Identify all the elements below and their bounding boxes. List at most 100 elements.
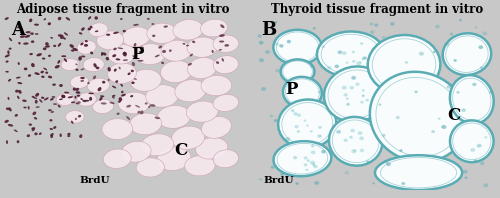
Circle shape	[292, 110, 294, 112]
Ellipse shape	[83, 58, 104, 72]
Ellipse shape	[102, 119, 132, 140]
Ellipse shape	[161, 62, 164, 64]
Circle shape	[346, 62, 348, 63]
Ellipse shape	[35, 93, 39, 97]
Ellipse shape	[6, 71, 9, 73]
Ellipse shape	[8, 97, 10, 100]
Circle shape	[307, 160, 310, 161]
Ellipse shape	[128, 72, 130, 75]
Ellipse shape	[41, 97, 44, 99]
Ellipse shape	[4, 120, 9, 123]
Ellipse shape	[70, 76, 89, 89]
Ellipse shape	[155, 55, 160, 57]
Ellipse shape	[135, 105, 140, 108]
Circle shape	[360, 149, 364, 152]
Ellipse shape	[68, 133, 70, 135]
Ellipse shape	[45, 45, 50, 48]
Circle shape	[294, 157, 296, 159]
Ellipse shape	[192, 41, 196, 43]
Circle shape	[344, 94, 347, 96]
Text: BrdU: BrdU	[264, 176, 294, 185]
Circle shape	[266, 51, 270, 53]
Ellipse shape	[368, 35, 440, 94]
Circle shape	[362, 95, 364, 96]
Ellipse shape	[213, 94, 238, 111]
Circle shape	[480, 67, 482, 68]
Ellipse shape	[135, 44, 166, 65]
Ellipse shape	[34, 24, 39, 26]
Ellipse shape	[118, 92, 150, 114]
Ellipse shape	[32, 111, 36, 115]
Ellipse shape	[14, 114, 18, 117]
Ellipse shape	[84, 44, 88, 47]
Ellipse shape	[58, 60, 60, 64]
Ellipse shape	[283, 77, 322, 108]
Ellipse shape	[172, 126, 204, 149]
Ellipse shape	[187, 37, 218, 57]
Circle shape	[314, 166, 317, 168]
Circle shape	[318, 91, 322, 93]
Ellipse shape	[88, 16, 91, 20]
Ellipse shape	[64, 92, 69, 93]
Ellipse shape	[274, 141, 332, 176]
Circle shape	[304, 164, 307, 166]
Ellipse shape	[71, 50, 74, 52]
Ellipse shape	[32, 97, 37, 99]
Ellipse shape	[81, 27, 85, 31]
Ellipse shape	[201, 75, 232, 96]
Ellipse shape	[116, 112, 119, 115]
Text: B: B	[262, 21, 276, 39]
Ellipse shape	[92, 99, 114, 113]
Ellipse shape	[147, 23, 178, 43]
Ellipse shape	[44, 18, 46, 20]
Circle shape	[313, 165, 315, 166]
Ellipse shape	[138, 111, 140, 114]
Text: P: P	[132, 46, 144, 63]
Ellipse shape	[154, 117, 160, 119]
Circle shape	[304, 120, 306, 121]
Ellipse shape	[35, 100, 37, 104]
Circle shape	[337, 130, 340, 133]
Ellipse shape	[93, 76, 96, 79]
Ellipse shape	[101, 52, 103, 56]
Ellipse shape	[6, 108, 10, 110]
Ellipse shape	[17, 96, 20, 99]
Ellipse shape	[76, 69, 78, 71]
Circle shape	[306, 169, 308, 170]
Ellipse shape	[186, 101, 218, 122]
Ellipse shape	[31, 40, 34, 43]
Circle shape	[354, 150, 356, 151]
Circle shape	[350, 136, 352, 138]
Circle shape	[490, 91, 492, 93]
Ellipse shape	[110, 102, 114, 104]
Ellipse shape	[126, 116, 130, 120]
Circle shape	[478, 144, 481, 147]
Ellipse shape	[112, 96, 115, 99]
Circle shape	[356, 83, 359, 85]
Ellipse shape	[8, 124, 14, 127]
Ellipse shape	[35, 33, 38, 35]
Ellipse shape	[76, 103, 78, 104]
Circle shape	[345, 171, 348, 174]
Circle shape	[312, 163, 314, 165]
Ellipse shape	[118, 100, 121, 103]
Circle shape	[352, 61, 355, 62]
Ellipse shape	[82, 100, 86, 102]
Ellipse shape	[9, 37, 12, 41]
Ellipse shape	[108, 67, 111, 71]
Circle shape	[276, 69, 279, 72]
Circle shape	[351, 129, 354, 132]
Ellipse shape	[118, 67, 120, 69]
Ellipse shape	[99, 97, 102, 101]
Circle shape	[294, 113, 297, 115]
Ellipse shape	[122, 30, 126, 32]
Ellipse shape	[76, 95, 80, 97]
Ellipse shape	[53, 103, 58, 105]
Ellipse shape	[157, 105, 190, 128]
Circle shape	[311, 66, 313, 67]
Ellipse shape	[4, 17, 9, 20]
Ellipse shape	[108, 44, 136, 64]
Ellipse shape	[20, 31, 24, 34]
Ellipse shape	[96, 31, 124, 50]
Ellipse shape	[50, 119, 52, 122]
